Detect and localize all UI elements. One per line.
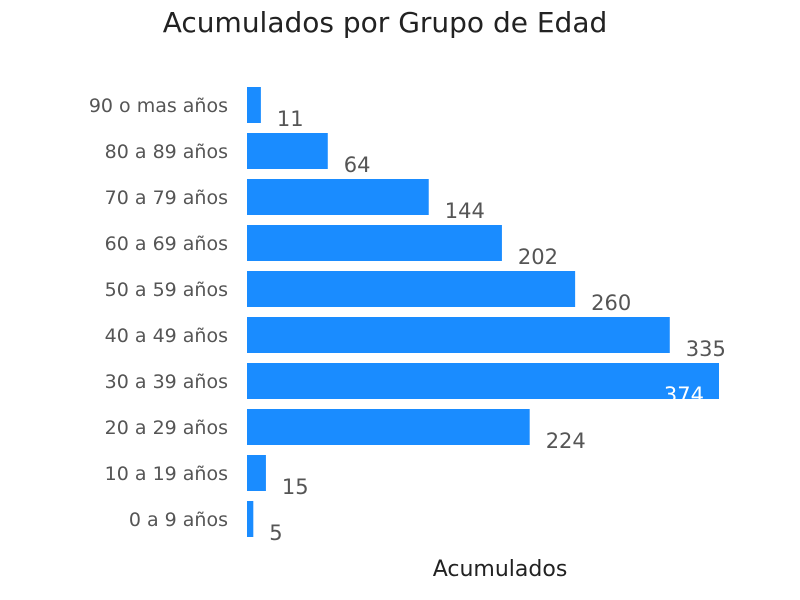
value-label-0-a-9-a-os: 5 bbox=[269, 521, 282, 545]
value-label-70-a-79-a-os: 144 bbox=[445, 199, 485, 223]
category-label-80-a-89-a-os: 80 a 89 años bbox=[105, 141, 228, 163]
bar-80-a-89-a-os bbox=[247, 133, 328, 169]
category-label-90-o-mas-a-os: 90 o mas años bbox=[89, 95, 228, 117]
category-label-20-a-29-a-os: 20 a 29 años bbox=[105, 417, 228, 439]
category-label-40-a-49-a-os: 40 a 49 años bbox=[105, 325, 228, 347]
category-label-30-a-39-a-os: 30 a 39 años bbox=[105, 371, 228, 393]
category-labels: 90 o mas años 80 a 89 años 70 a 79 años 60 … bbox=[89, 95, 228, 531]
value-label-10-a-19-a-os: 15 bbox=[282, 475, 309, 499]
bar-0-a-9-a-os bbox=[247, 501, 254, 537]
bar-60-a-69-a-os bbox=[247, 225, 502, 261]
bar-90-o-mas-a-os bbox=[247, 87, 261, 123]
bar-40-a-49-a-os bbox=[247, 317, 670, 353]
bars-layer bbox=[247, 87, 719, 537]
category-label-50-a-59-a-os: 50 a 59 años bbox=[105, 279, 228, 301]
bar-10-a-19-a-os bbox=[247, 455, 266, 491]
value-label-50-a-59-a-os: 260 bbox=[591, 291, 631, 315]
value-labels: 11 64 144 202 260 335 374 224 155 bbox=[269, 107, 726, 545]
x-axis-label: Acumulados bbox=[433, 557, 568, 582]
value-label-80-a-89-a-os: 64 bbox=[344, 153, 371, 177]
value-label-60-a-69-a-os: 202 bbox=[518, 245, 558, 269]
value-label-90-o-mas-a-os: 11 bbox=[277, 107, 304, 131]
category-label-10-a-19-a-os: 10 a 19 años bbox=[105, 463, 228, 485]
value-label-30-a-39-a-os: 374 bbox=[664, 383, 704, 407]
category-label-60-a-69-a-os: 60 a 69 años bbox=[105, 233, 228, 255]
bar-50-a-59-a-os bbox=[247, 271, 576, 307]
bar-20-a-29-a-os bbox=[247, 409, 530, 445]
value-label-20-a-29-a-os: 224 bbox=[546, 429, 586, 453]
bar-70-a-79-a-os bbox=[247, 179, 429, 215]
chart-title: Acumulados por Grupo de Edad bbox=[163, 6, 608, 39]
bar-30-a-39-a-os bbox=[247, 363, 719, 399]
category-label-70-a-79-a-os: 70 a 79 años bbox=[105, 187, 228, 209]
value-label-40-a-49-a-os: 335 bbox=[686, 337, 726, 361]
category-label-0-a-9-a-os: 0 a 9 años bbox=[129, 509, 228, 531]
